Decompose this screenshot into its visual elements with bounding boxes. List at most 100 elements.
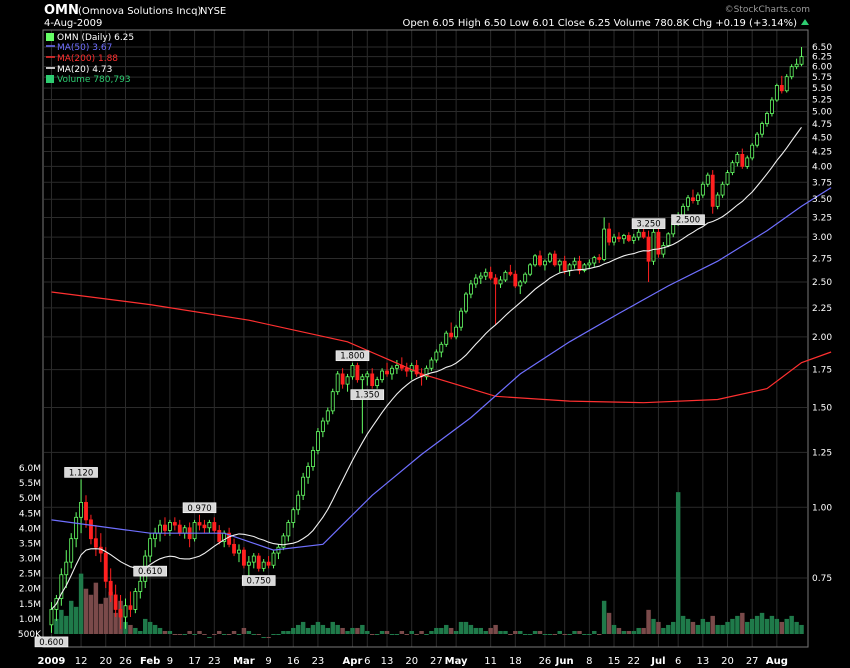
volume-bar [542, 634, 548, 635]
volume-bar [325, 627, 331, 634]
volume-bar [764, 618, 770, 634]
volume-bar [409, 630, 414, 634]
volume-bar [93, 582, 99, 634]
volume-bar [656, 621, 661, 634]
volume-bar [414, 634, 419, 635]
date-tick-label: Jun [555, 656, 574, 667]
quote-summary: Open 6.05 High 6.50 Low 6.01 Close 6.25 … [403, 18, 798, 29]
volume-tick-label: 3.0M [19, 555, 41, 565]
candle-body [700, 183, 705, 196]
volume-bar [108, 591, 113, 634]
volume-tick-label: 4.5M [19, 509, 41, 519]
candle-body [592, 257, 597, 264]
date-axis: 2009 12 20 26 Feb 9 17 23 Mar 9 16 23 Apr 6 13 20 27 May 1… [38, 656, 788, 667]
candle-body [172, 522, 177, 526]
candle-body [607, 228, 612, 243]
volume-bar [547, 634, 553, 635]
candle-body [271, 552, 276, 566]
candle-body [498, 279, 503, 285]
date-tick-label: 27 [746, 656, 759, 667]
candle-body [409, 365, 414, 372]
volume-bar [636, 627, 641, 634]
date-tick-label: 9 [265, 656, 271, 667]
candle-body [158, 524, 162, 534]
legend-item-volume: Volume 780,793 [57, 75, 131, 85]
volume-bar [384, 630, 390, 634]
candle-body [296, 494, 301, 511]
candle-body [543, 260, 547, 266]
volume-bar [305, 627, 311, 634]
volume-tick-label: 500K [18, 630, 42, 640]
volume-bar [700, 618, 706, 634]
volume-bar [616, 627, 622, 634]
volume-bar [192, 634, 197, 635]
price-annotations: 1.120 0.600 0.610 0.970 0.750 1.800 1.350 3.250… [34, 214, 705, 648]
volume-bar [246, 630, 252, 634]
date-tick-label: 26 [119, 656, 132, 667]
candle-body [572, 260, 577, 266]
volume-bar [596, 634, 602, 635]
candle-body [602, 228, 607, 260]
annotation-label: 1.800 [340, 352, 364, 362]
candle-body [760, 123, 764, 135]
volume-bar [453, 630, 459, 634]
volume-bar [310, 624, 316, 634]
volume-bar [671, 621, 676, 634]
candle-body [301, 476, 306, 496]
candle-body [330, 391, 335, 412]
candle-body [291, 509, 296, 523]
candle-body [128, 605, 133, 610]
volume-bar [769, 615, 775, 634]
price-tick-label: 5.50 [812, 84, 832, 94]
volume-bar [83, 588, 89, 634]
date-tick-label: 12 [75, 656, 88, 667]
candle-body [227, 532, 232, 545]
candle-body [617, 236, 621, 240]
price-tick-label: 4.75 [812, 120, 832, 130]
candle-body [651, 231, 656, 262]
candle-body [177, 524, 182, 534]
volume-bar [295, 624, 301, 634]
candle-body [335, 373, 340, 393]
candle-body [69, 538, 74, 563]
volume-bar [236, 634, 242, 635]
volume-bar [587, 634, 592, 635]
volume-bar [779, 621, 785, 634]
volume-bar [522, 634, 528, 635]
volume-bar [374, 634, 380, 635]
ma50-line [51, 187, 832, 551]
volume-bar [508, 634, 513, 635]
candle-body [513, 273, 518, 287]
volume-bar [399, 630, 405, 634]
candle-body [394, 365, 399, 369]
candle-body [464, 293, 468, 312]
candle-body [385, 370, 389, 375]
price-tick-label: 2.50 [812, 278, 832, 288]
volume-bar [256, 634, 261, 635]
volume-bar [740, 612, 745, 634]
volume-bar [221, 634, 227, 635]
volume-bar [330, 621, 335, 634]
volume-bar [300, 621, 306, 634]
price-tick-label: 2.25 [812, 304, 832, 314]
price-tick-label: 4.25 [812, 147, 832, 157]
price-tick-label: 3.00 [812, 233, 832, 243]
candle-body [404, 367, 409, 372]
volume-bar [202, 634, 207, 635]
volume-bar [730, 618, 735, 634]
date-tick-label: Aug [766, 656, 788, 667]
date-tick-label: 13 [381, 656, 394, 667]
volume-bar [666, 624, 671, 634]
candle-body [720, 183, 725, 196]
candle-body [518, 281, 523, 287]
candle-body [587, 262, 592, 266]
volume-bar [128, 624, 133, 634]
volume-bar [320, 624, 326, 634]
volume-bar [64, 615, 69, 634]
date-tick-label: 16 [287, 656, 300, 667]
volume-bar [478, 627, 484, 634]
volume-bar [78, 573, 84, 634]
candle-body [710, 174, 715, 207]
volume-bar [562, 634, 567, 635]
volume-bar [725, 621, 730, 634]
